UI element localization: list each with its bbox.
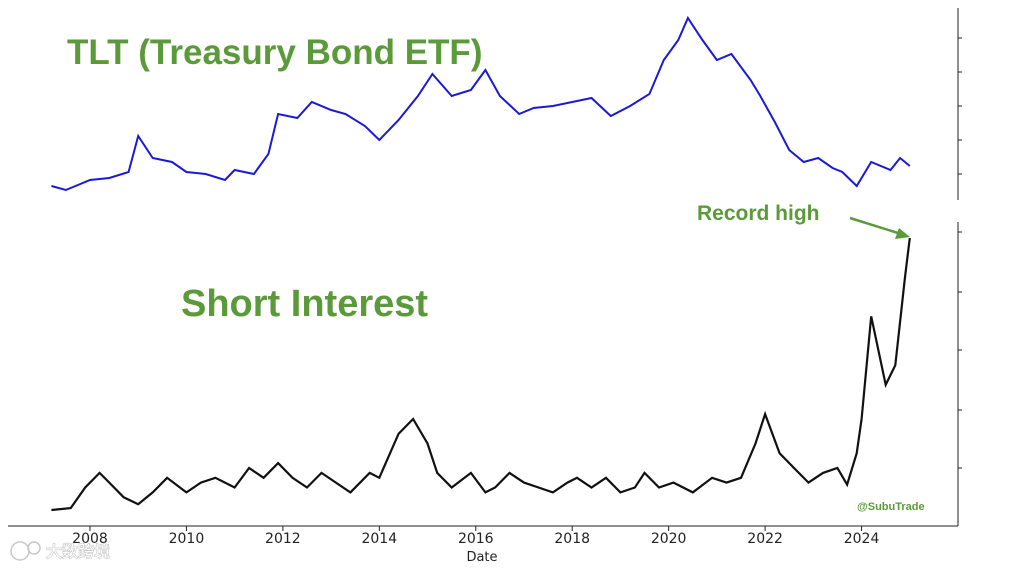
credit-label: @SubuTrade: [857, 501, 925, 513]
x-tick-label: 2008: [72, 531, 108, 547]
record-high-arrow: [849, 216, 899, 235]
short-interest-series-line: [51, 237, 911, 512]
x-tick-label: 2010: [169, 531, 205, 547]
x-tick-label: 2012: [265, 531, 301, 547]
record-high-annotation: Record high: [697, 202, 820, 225]
right-tick-marks: [958, 37, 962, 469]
short-interest-panel-title: Short Interest: [181, 283, 428, 325]
watermark: 大数跨境: [10, 541, 111, 562]
x-axis-label: Date: [466, 550, 497, 565]
x-tick-label: 2018: [554, 531, 590, 547]
tlt-series-line: [51, 15, 911, 192]
x-tick-label: 2014: [361, 531, 397, 547]
watermark-logo-icon: [10, 541, 30, 561]
x-tick-label: 2020: [651, 531, 687, 547]
x-tick-label: 2024: [844, 531, 880, 547]
x-tick-label: 2022: [747, 531, 783, 547]
x-tick-label: 2016: [458, 531, 494, 547]
tlt-panel-title: TLT (Treasury Bond ETF): [67, 33, 482, 72]
record-high-arrowhead: [895, 228, 910, 239]
watermark-text: 大数跨境: [46, 542, 110, 561]
x-axis-ticks: 2008 2010 2012 2014 2016 2018 2020 2022 2024: [72, 526, 879, 547]
watermark-logo-ring-icon: [27, 541, 41, 555]
